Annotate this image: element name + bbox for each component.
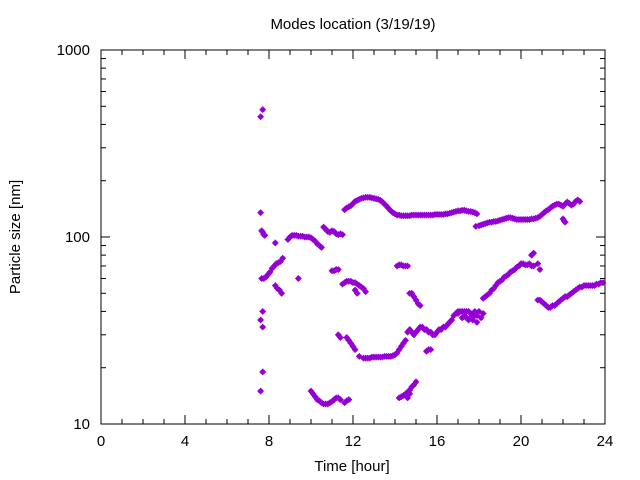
data-point [561, 218, 569, 226]
x-tick-label: 16 [429, 433, 446, 450]
data-point [404, 262, 411, 270]
data-point [351, 346, 359, 353]
chart-title: Modes location (3/19/19) [270, 16, 435, 33]
y-tick-label: 1000 [57, 42, 90, 59]
data-point [473, 312, 481, 319]
data-point [278, 290, 285, 297]
data-point [536, 266, 544, 273]
data-point [417, 302, 424, 309]
data-point [272, 239, 279, 247]
data-point [318, 244, 325, 251]
plot-frame [100, 49, 606, 425]
data-point [257, 316, 264, 324]
y-tick-label: 10 [73, 416, 90, 433]
data-point [354, 290, 361, 297]
data-point [404, 394, 411, 402]
x-axis-label: Time [hour] [314, 458, 389, 475]
data-point [339, 231, 346, 238]
x-axis: 0 4 8 12 16 20 24 [97, 50, 614, 450]
data-point [257, 387, 264, 395]
data-point [345, 396, 352, 403]
y-tick-label: 100 [65, 229, 90, 246]
data-point [406, 390, 413, 398]
data-point [475, 308, 483, 315]
data-point [599, 279, 607, 286]
data-point [534, 260, 541, 267]
data-point [259, 308, 266, 315]
data-point [576, 198, 583, 205]
data-point [337, 334, 344, 341]
x-tick-label: 12 [345, 433, 362, 450]
data-point [448, 316, 455, 324]
data-point [461, 312, 468, 319]
data-point [362, 288, 369, 295]
data-point [530, 249, 537, 257]
y-axis-label: Particle size [nm] [7, 180, 24, 294]
data-point [402, 337, 409, 344]
data-point [469, 316, 476, 324]
data-point [337, 396, 344, 403]
data-point [257, 113, 264, 120]
x-tick-label: 20 [513, 433, 530, 450]
data-point [473, 210, 481, 218]
data-point [279, 255, 286, 262]
x-tick-label: 0 [97, 433, 105, 450]
data-point [477, 314, 485, 321]
data-point [473, 319, 481, 326]
data-point [427, 346, 434, 353]
data-point [480, 310, 487, 317]
data-point [259, 323, 266, 331]
x-tick-label: 24 [597, 433, 614, 450]
data-point [259, 106, 266, 113]
y-axis: 10 100 1000 [57, 42, 605, 433]
data-point [412, 378, 420, 386]
data-point [257, 209, 264, 216]
data-point [335, 266, 342, 273]
data-point [259, 368, 266, 376]
data-point [454, 310, 462, 317]
plot-border [100, 49, 606, 425]
data-point [295, 275, 302, 282]
data-point [261, 232, 268, 239]
x-tick-label: 8 [265, 433, 273, 450]
data-points [257, 106, 607, 408]
data-point [530, 262, 537, 270]
x-tick-label: 4 [181, 433, 189, 450]
